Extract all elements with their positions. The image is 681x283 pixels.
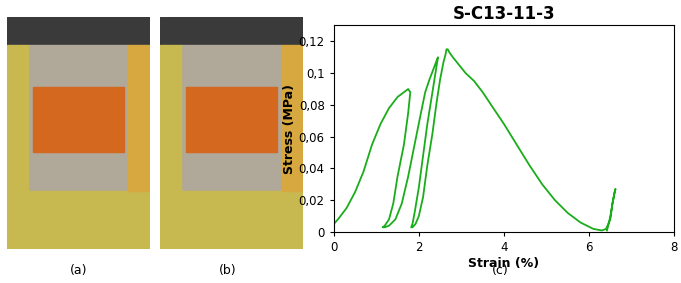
Bar (28, 45, 128, 191)
Bar (7, 17, 150, 45)
Text: (a): (a) (69, 264, 87, 277)
Bar (281, 45, 303, 191)
Bar (186, 87, 277, 152)
Bar (160, 45, 181, 191)
Bar (128, 45, 150, 191)
Bar (33, 87, 124, 152)
Y-axis label: Stress (MPa): Stress (MPa) (283, 84, 296, 174)
Title: S-C13-11-3: S-C13-11-3 (453, 5, 555, 23)
X-axis label: Strain (%): Strain (%) (469, 257, 539, 270)
Bar (160, 17, 303, 45)
Text: (c): (c) (492, 264, 509, 277)
Bar (7, 191, 150, 249)
Bar (181, 45, 281, 191)
Bar (7, 45, 28, 191)
Bar (160, 191, 303, 249)
Text: (b): (b) (219, 264, 237, 277)
